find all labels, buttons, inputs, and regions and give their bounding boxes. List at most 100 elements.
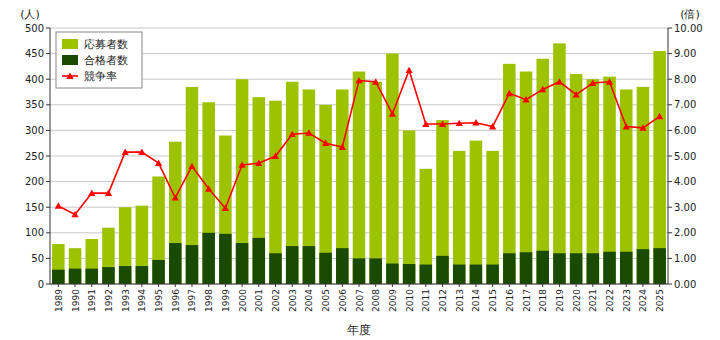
bar (436, 256, 449, 284)
y-tick (46, 156, 50, 157)
bar (336, 248, 349, 284)
y-tick (46, 258, 50, 259)
x-tick (642, 284, 643, 287)
bar (319, 253, 332, 284)
bar (637, 249, 650, 284)
x-tick (559, 284, 560, 287)
y-tick (46, 130, 50, 131)
x-tick-label: 2021 (588, 289, 598, 312)
x-tick-label: 2014 (471, 289, 481, 312)
bar (369, 82, 382, 284)
bar (503, 253, 516, 284)
y2-axis-label: (倍) (680, 8, 700, 21)
y-tick-label: 150 (25, 202, 44, 213)
bar (403, 130, 416, 284)
bar (386, 54, 399, 284)
y2-tick (668, 232, 672, 233)
x-tick (325, 284, 326, 287)
y-tick-label: 50 (31, 253, 44, 264)
bar (520, 72, 533, 284)
marker (305, 129, 312, 135)
bar (52, 244, 65, 284)
x-tick-label: 2017 (522, 289, 532, 312)
marker (255, 160, 262, 166)
x-tick-label: 1990 (71, 289, 81, 312)
x-tick-label: 2007 (355, 289, 365, 312)
bar (169, 142, 182, 284)
bar (353, 258, 366, 284)
x-tick (409, 284, 410, 287)
y2-tick-label: 8.00 (674, 74, 696, 85)
bar (603, 77, 616, 284)
y2-tick-label: 5.00 (674, 151, 696, 162)
bar (420, 169, 433, 284)
x-tick-label: 2006 (338, 289, 348, 312)
marker (506, 90, 513, 96)
legend-swatch (62, 55, 78, 65)
bar (470, 265, 483, 284)
y-tick (46, 232, 50, 233)
bar (369, 258, 382, 284)
bar (52, 270, 65, 284)
x-tick (141, 284, 142, 287)
bar-series (52, 233, 666, 284)
marker (272, 152, 279, 158)
bar (236, 79, 249, 284)
bar (303, 246, 316, 284)
y-tick-label: 450 (25, 48, 44, 59)
bar (85, 239, 98, 284)
x-tick-label: 2008 (371, 289, 381, 312)
bar (152, 260, 165, 284)
grid (50, 28, 668, 284)
marker (188, 163, 195, 169)
y-tick-label: 200 (25, 176, 44, 187)
x-tick (442, 284, 443, 287)
y-tick-label: 250 (25, 151, 44, 162)
bar (553, 253, 566, 284)
x-tick (91, 284, 92, 287)
x-tick (225, 284, 226, 287)
bar-series (52, 43, 666, 284)
marker (155, 160, 162, 166)
bar (269, 101, 282, 284)
y-tick (46, 28, 50, 29)
bar (436, 120, 449, 284)
bar (603, 252, 616, 284)
x-tick (191, 284, 192, 287)
marker (372, 78, 379, 84)
x-tick-label: 2011 (421, 289, 431, 312)
x-tick (392, 284, 393, 287)
y-tick-label: 350 (25, 99, 44, 110)
bar (186, 87, 199, 284)
y2-tick-label: 1.00 (674, 253, 696, 264)
y-tick-label: 500 (25, 23, 44, 34)
bar (253, 238, 266, 284)
bar (587, 79, 600, 284)
y2-tick-label: 9.00 (674, 48, 696, 59)
x-tick (509, 284, 510, 287)
x-tick-label: 2018 (538, 289, 548, 312)
y-axis-label: (人) (20, 8, 40, 21)
x-tick-label: 2000 (238, 289, 248, 312)
y2-tick (668, 104, 672, 105)
bar (102, 267, 115, 284)
bar (653, 248, 666, 284)
x-tick (275, 284, 276, 287)
bar (136, 266, 149, 284)
x-tick (308, 284, 309, 287)
bar (353, 72, 366, 284)
marks (52, 43, 666, 284)
x-tick-label: 2013 (455, 289, 465, 312)
marker (355, 77, 362, 83)
x-tick-label: 1998 (204, 289, 214, 312)
axes: 0501001502002503003504004505000.001.002.… (25, 23, 703, 312)
legend-frame (56, 32, 142, 88)
y-tick-label: 400 (25, 74, 44, 85)
bar (553, 43, 566, 284)
y2-tick (668, 130, 672, 131)
bar (503, 64, 516, 284)
line-series (55, 67, 663, 218)
x-tick (108, 284, 109, 287)
legend-label: 応募者数 (84, 38, 128, 51)
grid-line (50, 53, 668, 54)
